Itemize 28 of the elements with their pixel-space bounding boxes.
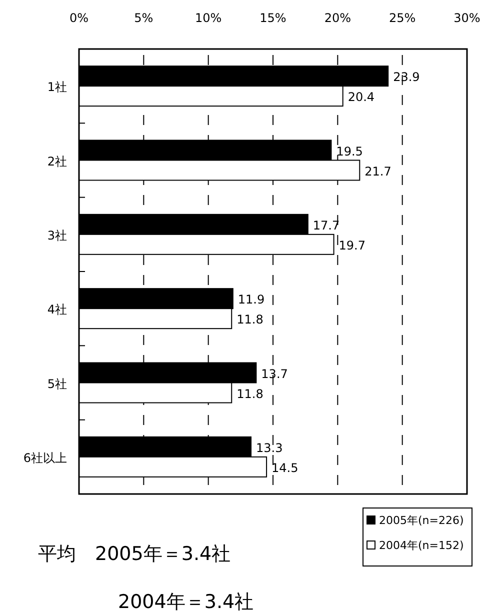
data-label: 14.5 [272,460,298,475]
x-tick-label: 5% [134,11,154,25]
data-label: 13.3 [256,440,283,455]
data-label: 11.8 [236,386,264,401]
text: 2004年＝3.4社 [118,591,254,613]
y-tick-label: 3社 [47,228,67,242]
y-tick-label: 5社 [47,376,67,391]
data-label: 19.7 [338,238,366,252]
data-label: 21.7 [364,164,392,178]
x-tick-label: 10% [194,11,222,25]
x-tick-label: 15% [260,11,286,25]
legend-label: 2004年(n=152) [379,539,464,552]
data-label: 11.8 [236,312,264,327]
x-tick-label: 30% [454,11,480,25]
x-tick-label: 25% [388,11,416,25]
y-tick-label: 1社 [47,80,67,94]
legend-label: 2005年(n=226) [379,514,464,527]
y-tick-label: 4社 [47,302,67,317]
data-label: 13.7 [261,366,288,381]
x-tick-label: 0% [69,11,89,25]
y-tick-label: 2社 [47,154,67,168]
data-label: 17.7 [312,218,340,232]
text: 平均 2005年＝3.4社 [38,543,231,565]
data-label: 11.9 [238,292,265,307]
data-label: 19.5 [336,144,363,158]
data-label: 20.4 [348,90,375,104]
x-tick-label: 20% [324,11,352,25]
y-tick-label: 6社以上 [23,450,67,465]
